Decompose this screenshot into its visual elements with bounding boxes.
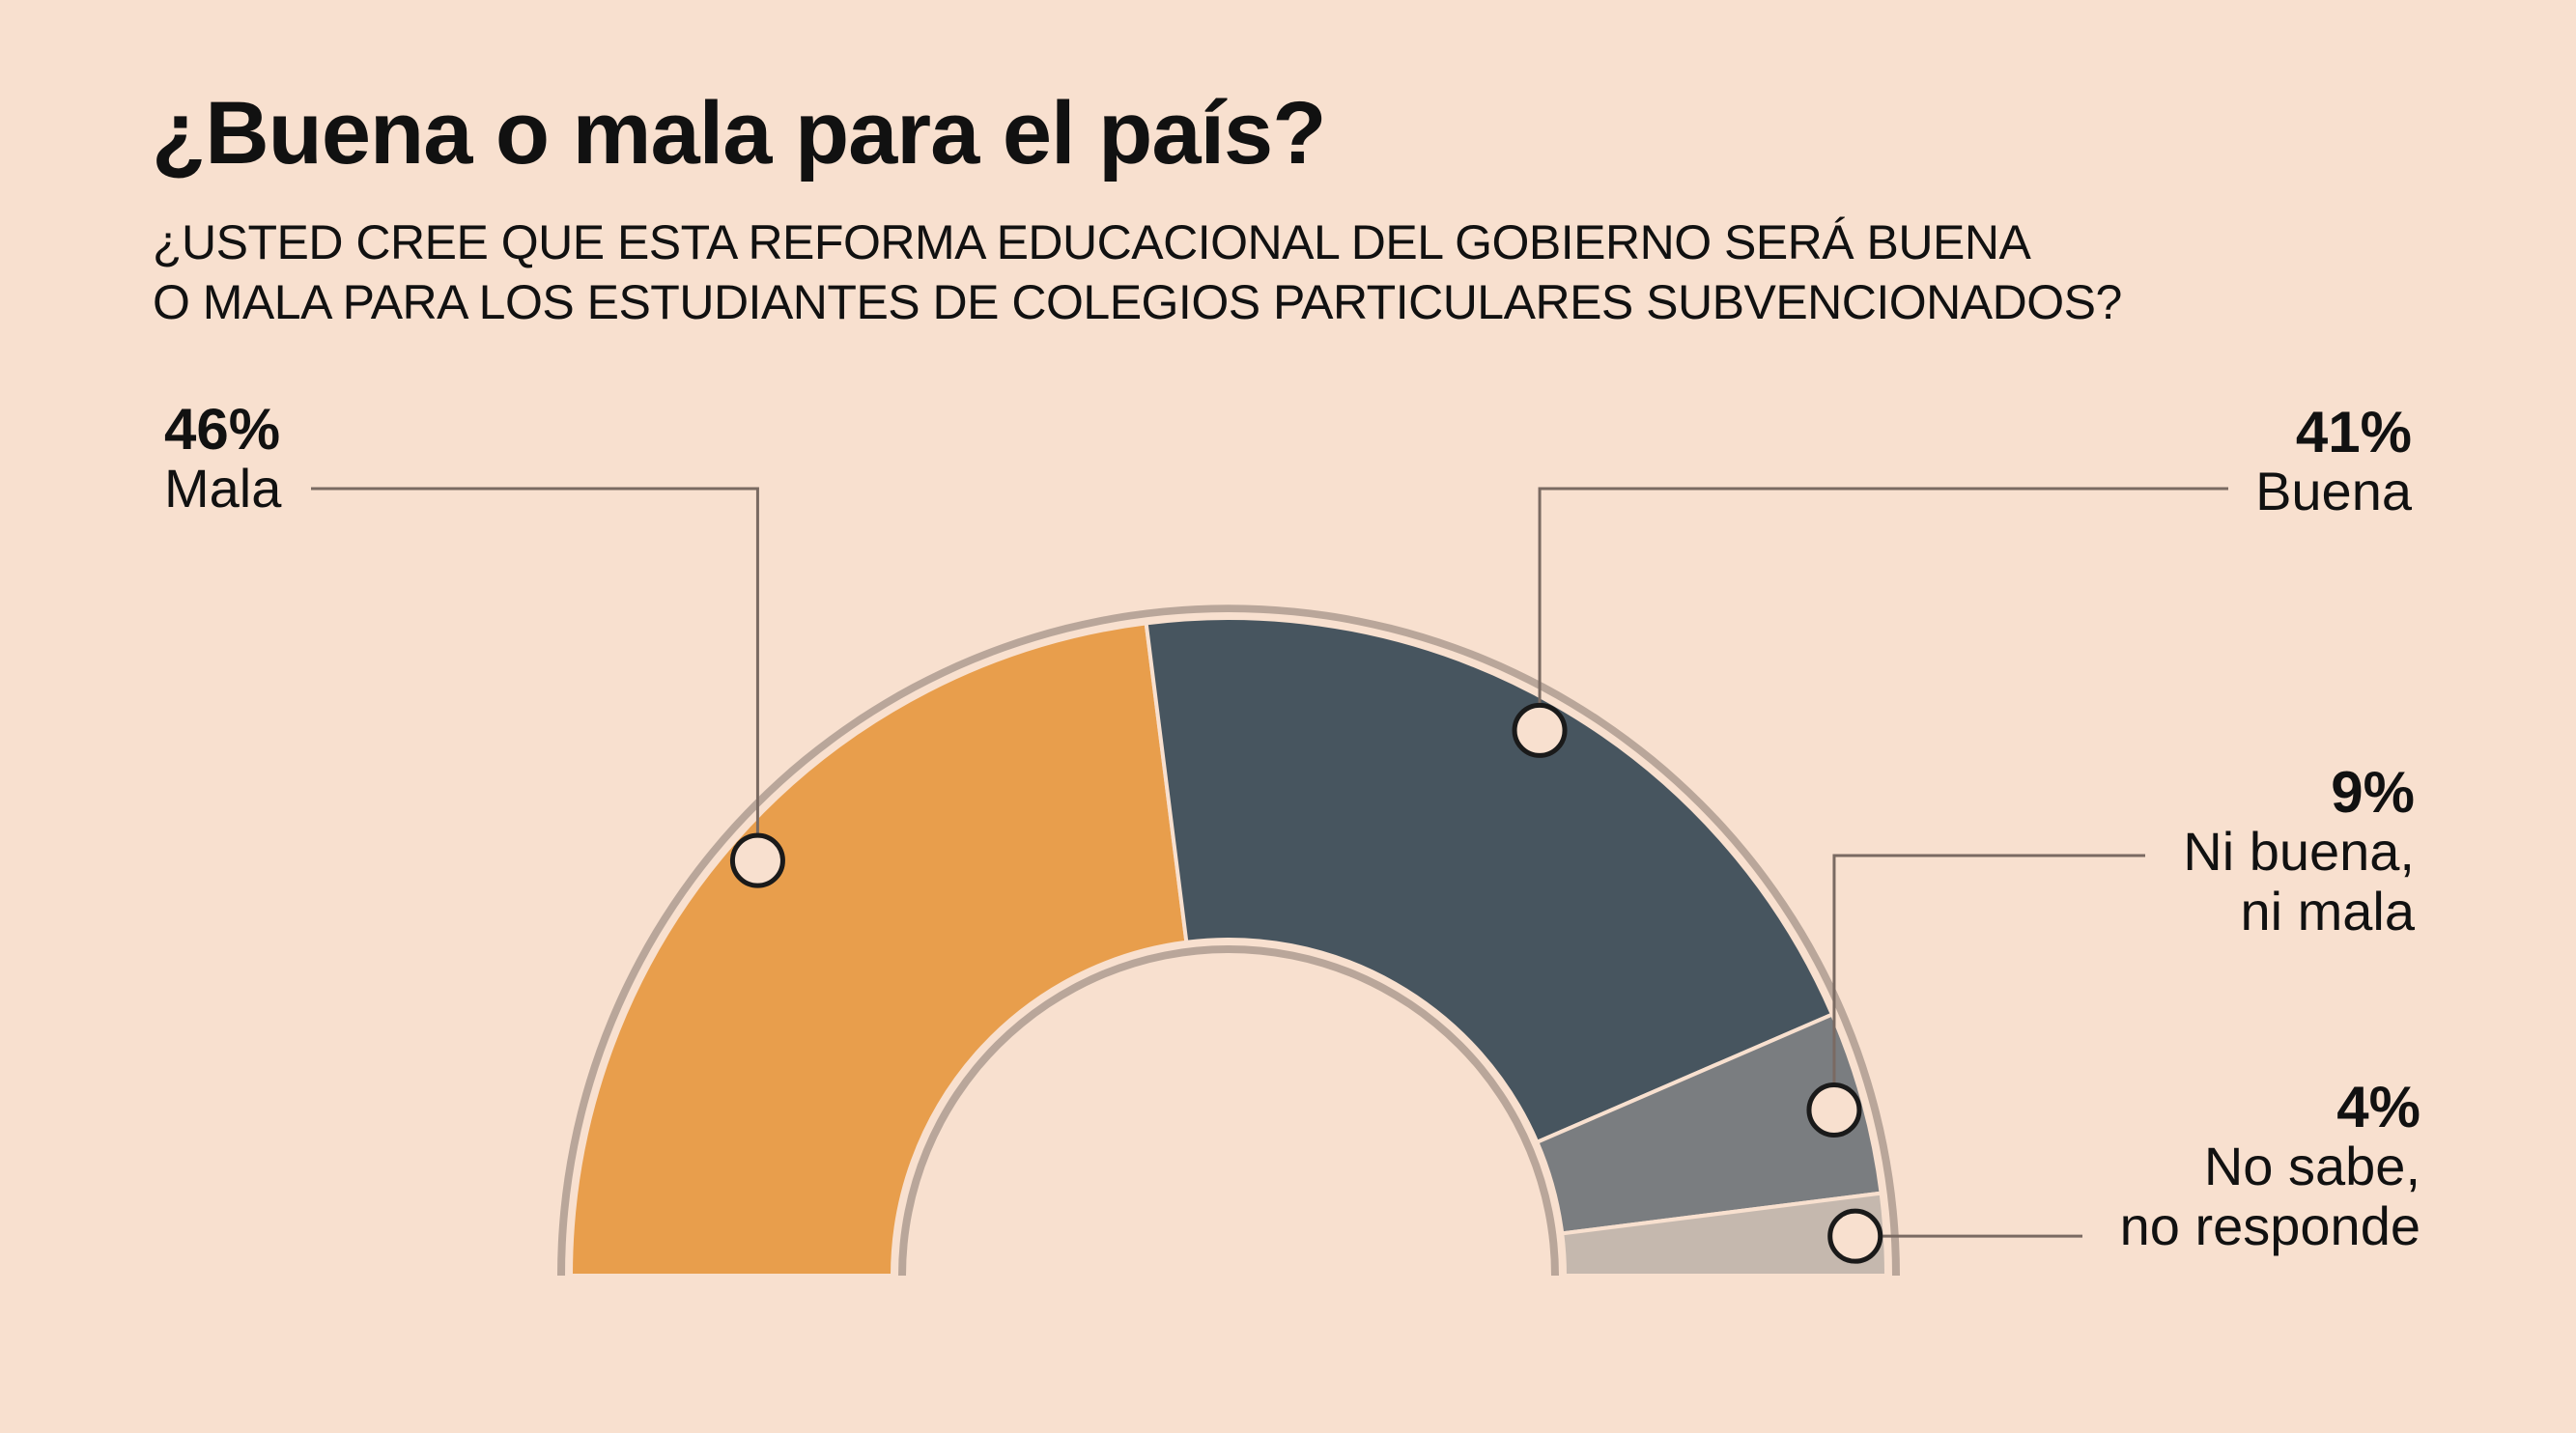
subtitle-line-1: ¿USTED CREE QUE ESTA REFORMA EDUCACIONAL… (153, 215, 2031, 269)
category-label-ni-1: Ni buena, (2183, 821, 2415, 882)
slice-buena (1144, 616, 1835, 1145)
category-label-ni-2: ni mala (2240, 881, 2415, 941)
chart-title: ¿Buena o mala para el país? (152, 84, 1326, 183)
pct-label-buena: 41% (2296, 400, 2412, 464)
chart-leaders (311, 487, 2228, 1264)
category-label-nosabe-2: no responde (2120, 1195, 2420, 1256)
leader-mala (311, 487, 759, 861)
marker-ni (1806, 1082, 1862, 1138)
chart-labels: 46%Mala 41%Buena 9%Ni buena,ni mala 4%No sa… (164, 397, 2420, 1256)
leader-ni (1832, 854, 2145, 1110)
pct-label-mala: 46% (164, 397, 280, 462)
subtitle-line-2: O MALA PARA LOS ESTUDIANTES DE COLEGIOS … (153, 275, 2122, 329)
slice-mala (568, 621, 1189, 1278)
marker-mala (729, 832, 785, 888)
marker-nosabe (1827, 1208, 1883, 1264)
chart-subtitle: ¿USTED CREE QUE ESTA REFORMA EDUCACIONAL… (153, 212, 2122, 332)
slice-nosabe (1560, 1191, 1889, 1278)
chart-slices (568, 616, 1889, 1278)
category-label-mala-1: Mala (164, 458, 282, 519)
leader-buena (1538, 487, 2228, 731)
category-label-nosabe-1: No sabe, (2204, 1136, 2420, 1196)
pct-label-ni: 9% (2331, 760, 2415, 825)
pct-label-nosabe: 4% (2336, 1075, 2420, 1139)
category-label-buena-1: Buena (2255, 461, 2413, 521)
marker-buena (1512, 702, 1568, 758)
